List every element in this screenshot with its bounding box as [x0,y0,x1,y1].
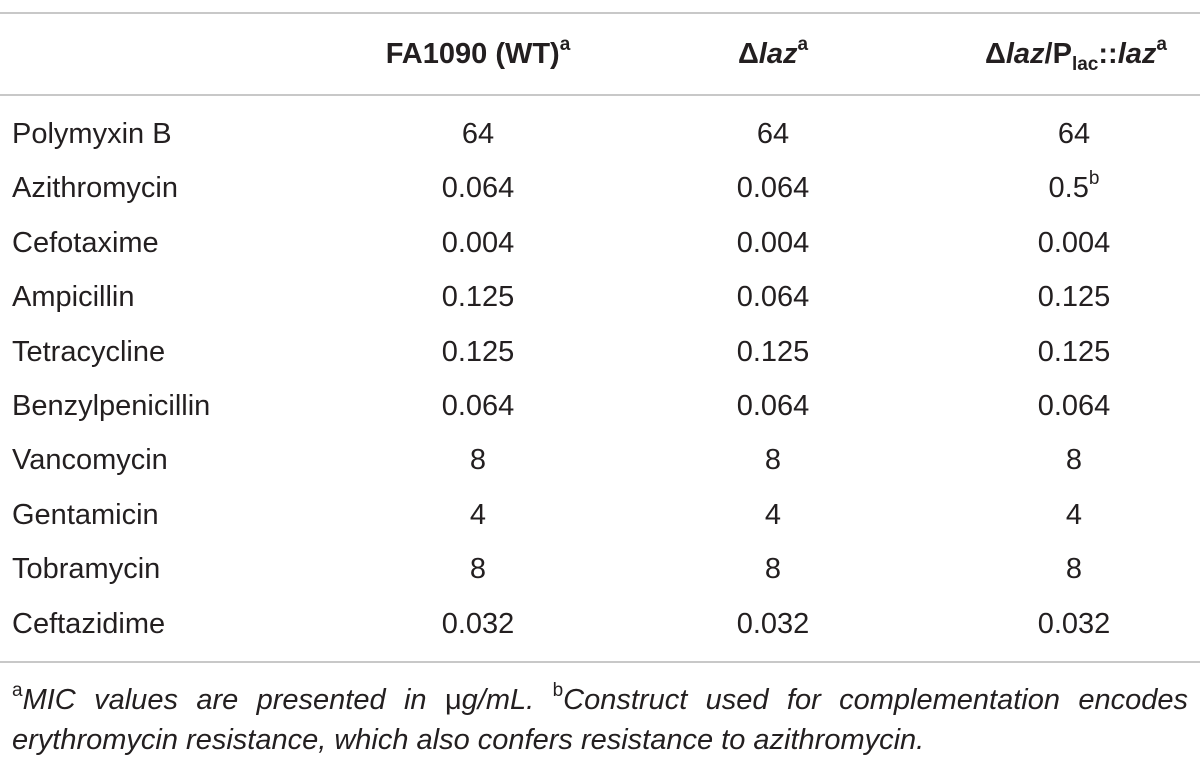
mic-value-complemented: 0.032 [974,604,1174,644]
footnote-b-text: Construct used for complementation encod… [12,684,1188,756]
footnote-a-marker: a [12,680,23,701]
mic-value-text: 0.032 [1037,607,1111,640]
mic-value-text: 0.125 [1037,335,1111,368]
mic-value-delta-laz: 4 [764,498,782,531]
mic-value-delta-laz: 0.004 [736,226,810,259]
mic-value-text: 0.125 [1037,281,1111,314]
delta-symbol: Δ [985,38,1006,70]
mic-value-delta-laz: 0.064 [736,281,810,314]
table-row: Cefotaxime 0.004 0.004 0.004 [0,223,1200,277]
mic-value-text: 0.004 [1037,226,1111,259]
mic-value-complemented: 0.004 [974,223,1174,263]
promoter-subscript: lac [1071,54,1099,75]
gene-name: laz [1005,38,1045,70]
mic-value-complemented: 0.064 [974,386,1174,426]
promoter-label: /P [1044,38,1072,70]
table-row: Benzylpenicillin 0.064 0.064 0.064 [0,386,1200,440]
table-row: Azithromycin 0.064 0.064 0.5b [0,168,1200,222]
antibiotic-name: Cefotaxime [12,226,159,259]
mic-value-wt: 64 [461,118,495,150]
table-row: Vancomycin 8 8 8 [0,440,1200,494]
mic-value-delta-laz: 0.125 [736,335,810,368]
mic-value-delta-laz: 8 [764,553,782,586]
mic-value-complemented: 64 [974,114,1174,154]
mic-value-wt: 0.004 [441,226,515,259]
antibiotic-name: Gentamicin [12,498,159,531]
insertion-colons: :: [1098,38,1118,70]
table-row: Gentamicin 4 4 4 [0,495,1200,549]
table-row: Polymyxin B 64 64 64 [0,114,1200,168]
footnote-marker: a [1156,34,1167,55]
antibiotic-name: Polymyxin B [12,118,172,150]
mic-value-wt: 0.032 [441,607,515,640]
mic-value-delta-laz: 8 [764,444,782,477]
mic-value-text: 8 [1065,553,1083,586]
antibiotic-name: Azithromycin [12,172,178,205]
mic-value-text: 0.5 [1048,172,1089,205]
mic-value-complemented: 8 [974,440,1174,480]
mic-value-delta-laz: 0.064 [736,390,810,422]
footnote-a-unit: g/mL. [461,684,553,716]
table-row: Tobramycin 8 8 8 [0,549,1200,603]
footnote-marker: b [1088,168,1100,190]
mic-value-wt: 0.125 [441,281,515,314]
mic-value-wt: 0.064 [441,390,515,422]
mic-value-complemented: 8 [974,549,1174,589]
column-header-wt-label: FA1090 (WT) [385,38,560,70]
antibiotic-name: Tobramycin [12,553,161,586]
column-header-wt: FA1090 (WT)a [372,34,584,74]
mic-value-text: 8 [1065,444,1083,477]
mic-value-wt: 8 [469,553,487,586]
mic-value-delta-laz: 64 [756,118,790,150]
mic-value-wt: 4 [469,498,487,531]
mic-value-complemented: 0.5b [974,168,1174,208]
table-top-rule [0,12,1200,14]
antibiotic-name: Ceftazidime [12,607,166,640]
mic-value-delta-laz: 0.064 [736,172,810,205]
mic-value-wt: 0.125 [441,335,515,368]
mic-value-text: 0.064 [1037,390,1111,422]
table-footnote: aMIC values are presented in μg/mL. bCon… [12,680,1188,760]
mic-value-complemented: 0.125 [974,332,1174,372]
table-bottom-rule [0,661,1200,663]
footnote-a-text: MIC values are presented in [22,684,445,716]
gene-name: laz [1117,38,1157,70]
mic-value-text: 4 [1065,498,1083,531]
header-divider-rule [0,94,1200,96]
mic-value-delta-laz: 0.032 [736,607,810,640]
antibiotic-name: Vancomycin [12,444,168,477]
antibiotic-name: Ampicillin [12,281,135,314]
column-header-complemented: Δlaz/Plac::laza [960,34,1192,74]
mic-value-complemented: 4 [974,495,1174,535]
mic-value-text: 64 [1057,118,1091,150]
micro-symbol: μ [444,684,462,716]
delta-symbol: Δ [737,38,759,70]
footnote-b-marker: b [552,680,564,701]
antibiotic-name: Tetracycline [12,335,166,368]
antibiotic-name: Benzylpenicillin [12,390,211,422]
table-row: Tetracycline 0.125 0.125 0.125 [0,332,1200,386]
table-row: Ampicillin 0.125 0.064 0.125 [0,277,1200,331]
mic-value-wt: 8 [469,444,487,477]
mic-value-wt: 0.064 [441,172,515,205]
footnote-marker: a [559,34,571,55]
column-header-delta-laz: Δlaza [731,34,815,74]
gene-name: laz [758,38,798,70]
mic-value-complemented: 0.125 [974,277,1174,317]
footnote-marker: a [797,34,809,55]
table-row: Ceftazidime 0.032 0.032 0.032 [0,604,1200,658]
